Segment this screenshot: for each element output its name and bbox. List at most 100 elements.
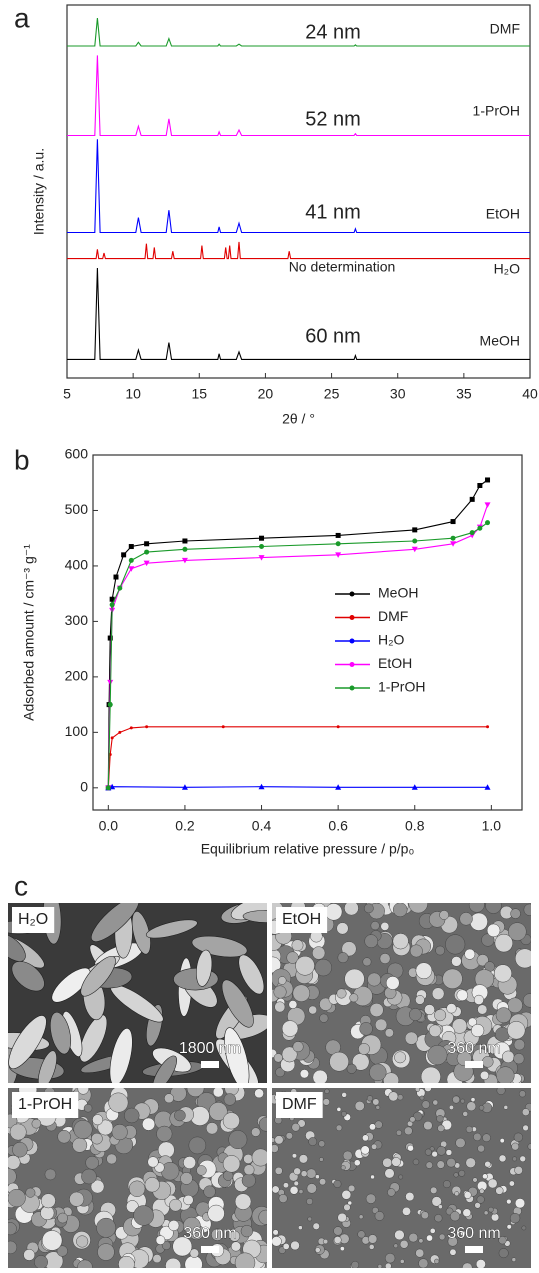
grain [384,1168,395,1179]
grain [196,1165,207,1176]
grain [155,1235,166,1245]
flake [51,967,91,1003]
scale-bar-label: 360 nm [447,1040,500,1057]
grain [341,1189,352,1200]
grain [329,1051,349,1072]
grain [513,1038,526,1051]
sem-label-box [276,907,328,933]
grain [418,1238,424,1244]
grain [251,1148,267,1167]
grain [442,1180,451,1189]
grain [357,1230,366,1239]
grain [81,1168,97,1185]
marker [181,557,188,564]
grain [23,1248,36,1261]
grain [258,1117,267,1132]
grain [118,1255,135,1268]
grain [388,1091,399,1102]
grain [341,941,357,957]
grain [485,903,502,914]
grain [229,1230,241,1242]
marker [144,549,150,555]
scale-bar-label: 360 nm [183,1225,236,1242]
grain [493,964,512,983]
grain [286,951,299,964]
marker [128,566,135,572]
marker [335,784,342,790]
grain [108,1092,129,1113]
series-label: H₂O [494,261,521,277]
grain [448,1104,454,1110]
grain [324,1088,330,1094]
grain [347,1184,356,1193]
grain [76,1235,89,1248]
marker [486,725,490,729]
grain [462,1111,469,1117]
sem-texture [8,903,267,1083]
grain [311,946,326,960]
grain [392,903,408,918]
grain [308,1005,318,1015]
grain [404,1126,413,1136]
grain [508,1180,515,1187]
marker [105,785,111,791]
grain [464,948,476,960]
x-tick-label: 30 [390,386,406,402]
grain [473,994,484,1005]
grain [92,1114,104,1126]
grain [298,1225,303,1230]
series-line [107,726,488,788]
marker [110,736,114,740]
x-tick-label: 0.8 [405,818,425,834]
sem-texture [272,1088,531,1268]
grain [451,956,462,967]
grain [446,1003,457,1014]
grain [391,1157,401,1167]
grain [315,1174,320,1179]
grain [128,1180,146,1197]
grain [409,944,423,958]
grain [85,1155,99,1170]
sem-label: DMF [282,1096,317,1113]
flake [242,910,267,923]
grain [298,1189,304,1194]
series-label: MeOH [480,333,520,349]
grain [374,1018,388,1032]
grain [254,1088,264,1099]
marker [412,538,418,544]
x-tick-label: 15 [191,386,207,402]
grain [72,1137,88,1153]
grain [436,1160,445,1169]
grain [512,1156,518,1162]
grain [521,1225,527,1231]
grain [477,1144,485,1153]
marker [113,574,119,580]
grain [420,1066,441,1083]
grain [289,1185,299,1195]
grain [421,1100,431,1109]
grain [477,1004,488,1015]
marker [145,725,149,729]
grain [164,1093,174,1104]
grain [188,1136,207,1155]
marker [117,585,123,591]
legend-label: DMF [378,608,408,624]
grain [222,1112,240,1130]
grain [73,1119,93,1139]
grain [322,1098,330,1106]
grain [380,922,390,931]
x-tick-label: 5 [63,386,71,402]
grain [358,1043,370,1055]
x-tick-label: 10 [125,386,141,402]
grain [319,1157,324,1162]
grain [415,1248,425,1258]
x-tick-label: 0.2 [175,818,195,834]
grain [495,1186,504,1195]
marker [182,538,188,544]
legend-label: EtOH [378,655,412,671]
grain [9,1123,27,1141]
grain [189,1248,200,1258]
grain [470,1097,476,1103]
legend-marker [349,662,355,667]
